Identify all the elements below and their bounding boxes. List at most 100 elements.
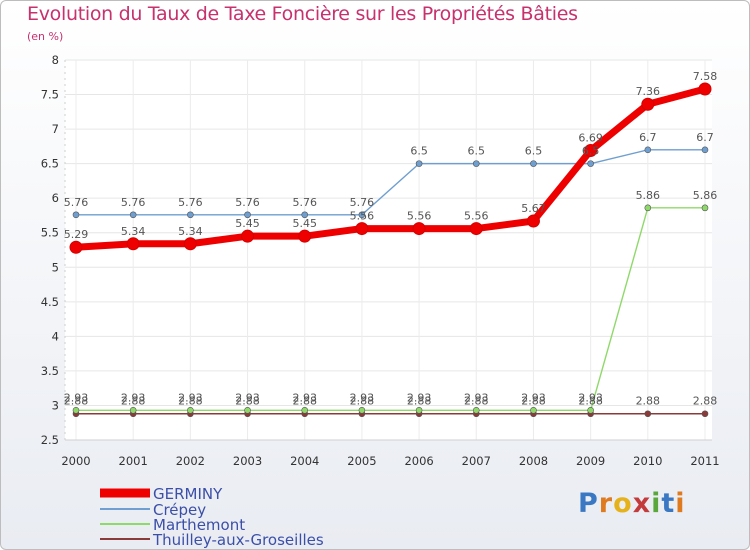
y-tick-label: 7 — [52, 122, 59, 136]
data-point — [129, 406, 137, 414]
legend-label: Thuilley-aux-Groseilles — [152, 531, 324, 549]
data-point — [472, 160, 480, 167]
data-label: 6.5 — [468, 145, 486, 158]
series-line — [76, 149, 705, 216]
proxiti-logo: Proxiti — [578, 488, 686, 519]
data-point — [584, 144, 598, 158]
x-tick-label: 2009 — [576, 454, 605, 468]
legend-label: GERMINY — [153, 485, 223, 503]
data-label: 5.76 — [350, 196, 375, 209]
y-tick-label: 7.5 — [41, 88, 59, 102]
x-tick-label: 2002 — [176, 454, 205, 468]
data-point — [355, 222, 369, 236]
data-label: 2.88 — [464, 395, 489, 408]
data-label: 6.69 — [578, 132, 603, 145]
data-label: 2.93 — [407, 391, 432, 404]
data-point — [126, 237, 140, 251]
y-tick-label: 3.5 — [41, 364, 59, 378]
data-point — [129, 211, 137, 219]
data-label: 5.76 — [292, 196, 317, 209]
x-tick-label: 2006 — [404, 454, 433, 468]
data-point — [415, 406, 423, 414]
y-tick-label: 6 — [52, 191, 59, 205]
data-label: 5.86 — [693, 189, 718, 202]
data-label: 2.93 — [350, 391, 375, 404]
data-label: 2.88 — [693, 395, 718, 408]
x-tick-label: 2001 — [119, 454, 148, 468]
data-label: 5.86 — [636, 189, 661, 202]
data-label: 2.88 — [64, 395, 89, 408]
data-label: 2.88 — [178, 395, 203, 408]
data-label: 6.7 — [696, 131, 714, 144]
data-point — [358, 406, 366, 414]
legend-label: Crépey — [153, 501, 206, 519]
data-point — [298, 229, 312, 243]
data-point — [412, 222, 426, 236]
x-tick-label: 2000 — [61, 454, 90, 468]
data-label: 6.5 — [582, 145, 600, 158]
data-point — [644, 204, 652, 212]
data-point — [187, 211, 194, 219]
y-tick-label: 8 — [52, 53, 59, 67]
data-label: 2.93 — [64, 391, 89, 404]
y-tick-label: 2.5 — [41, 433, 59, 447]
data-label: 5.56 — [350, 210, 375, 223]
data-label: 2.88 — [636, 395, 661, 408]
data-label: 2.88 — [407, 395, 432, 408]
data-label: 5.76 — [235, 196, 260, 209]
data-label: 2.88 — [350, 395, 375, 408]
data-label: 5.45 — [235, 217, 260, 230]
data-label: 5.45 — [292, 217, 317, 230]
data-point — [72, 211, 80, 219]
data-point — [644, 146, 652, 154]
data-label: 5.56 — [407, 210, 432, 223]
x-tick-label: 2010 — [633, 454, 662, 468]
y-tick-label: 6.5 — [41, 157, 59, 171]
data-label: 2.88 — [121, 395, 146, 408]
series-line — [76, 207, 705, 411]
data-point — [472, 406, 480, 414]
data-point — [69, 240, 83, 254]
x-tick-label: 2004 — [290, 454, 319, 468]
data-point — [644, 410, 652, 418]
data-label: 2.88 — [578, 395, 603, 408]
data-label: 6.7 — [639, 131, 657, 144]
data-point — [469, 222, 483, 236]
logo-letter: r — [598, 488, 614, 519]
data-point — [244, 211, 251, 219]
logo-letter: o — [613, 488, 633, 519]
data-label: 5.67 — [521, 202, 546, 215]
data-label: 5.34 — [178, 225, 203, 238]
data-point — [72, 406, 80, 414]
data-label: 5.76 — [121, 196, 146, 209]
data-point — [183, 237, 197, 251]
data-point — [187, 406, 194, 414]
logo-letter: i — [651, 488, 662, 519]
x-tick-label: 2008 — [519, 454, 548, 468]
data-point — [701, 410, 709, 418]
logo-letter: t — [661, 488, 676, 519]
data-label: 7.36 — [636, 85, 661, 98]
data-label: 2.93 — [121, 391, 146, 404]
data-label: 5.76 — [178, 196, 203, 209]
data-label: 2.93 — [464, 391, 489, 404]
x-tick-label: 2003 — [233, 454, 262, 468]
data-label: 5.34 — [121, 225, 146, 238]
data-point — [244, 406, 251, 414]
x-tick-label: 2005 — [347, 454, 376, 468]
x-tick-label: 2011 — [690, 454, 719, 468]
y-tick-label: 5.5 — [41, 226, 59, 240]
data-point — [701, 146, 709, 154]
y-tick-label: 5 — [52, 260, 59, 274]
data-point — [587, 160, 594, 167]
data-label: 2.93 — [521, 391, 546, 404]
legend-label: Marthemont — [153, 516, 245, 534]
data-point — [241, 229, 255, 243]
data-point — [415, 160, 423, 167]
data-point — [301, 211, 309, 219]
data-point — [301, 406, 309, 414]
data-label: 2.88 — [235, 395, 260, 408]
y-tick-label: 4 — [52, 329, 59, 343]
data-label: 2.93 — [292, 391, 317, 404]
